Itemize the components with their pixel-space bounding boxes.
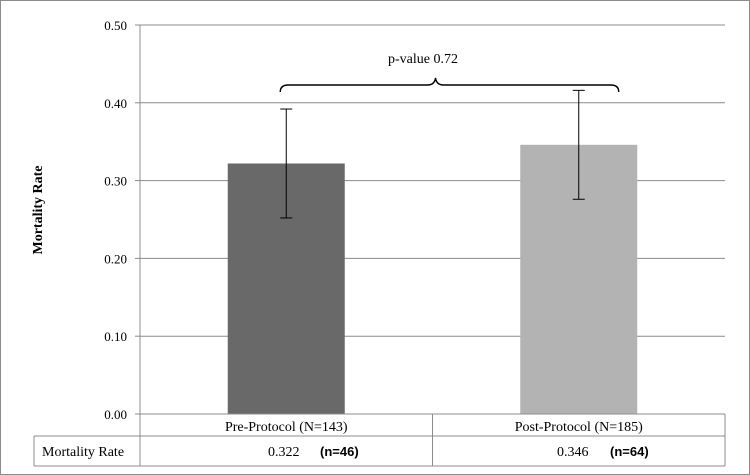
error-bar: [572, 89, 585, 200]
table-value-pre: 0.322: [268, 445, 300, 460]
data-table: Mortality Rate 0.322 (n=46) 0.346 (n=64): [33, 414, 726, 467]
category-labels: Pre-Protocol (N=143) Post-Protocol (N=185…: [225, 420, 643, 435]
table-value-post: 0.346: [557, 445, 589, 460]
y-axis-label: Mortality Rate: [31, 165, 46, 254]
bars: [227, 144, 638, 414]
y-tick-label: 0.20: [104, 251, 127, 266]
table-row-label: Mortality Rate: [42, 445, 124, 460]
y-tick-label: 0.10: [104, 329, 127, 344]
y-tick-label: 0.00: [104, 407, 127, 422]
table-count-post: (n=64): [610, 444, 649, 459]
brace-path: [279, 77, 620, 93]
p-value-annotation: p-value 0.72: [388, 52, 458, 67]
table-count-pre: (n=46): [320, 444, 359, 459]
significance-brace: [279, 77, 620, 93]
y-tick-label: 0.50: [104, 18, 127, 33]
y-tick-label: 0.40: [104, 96, 127, 111]
category-label: Pre-Protocol (N=143): [225, 420, 348, 435]
y-tick-labels: 0.00 0.10 0.20 0.30 0.40 0.50: [104, 18, 127, 422]
error-bars: [280, 89, 585, 219]
error-bar: [280, 108, 293, 219]
y-tick-label: 0.30: [104, 174, 127, 189]
category-label: Post-Protocol (N=185): [515, 420, 643, 435]
